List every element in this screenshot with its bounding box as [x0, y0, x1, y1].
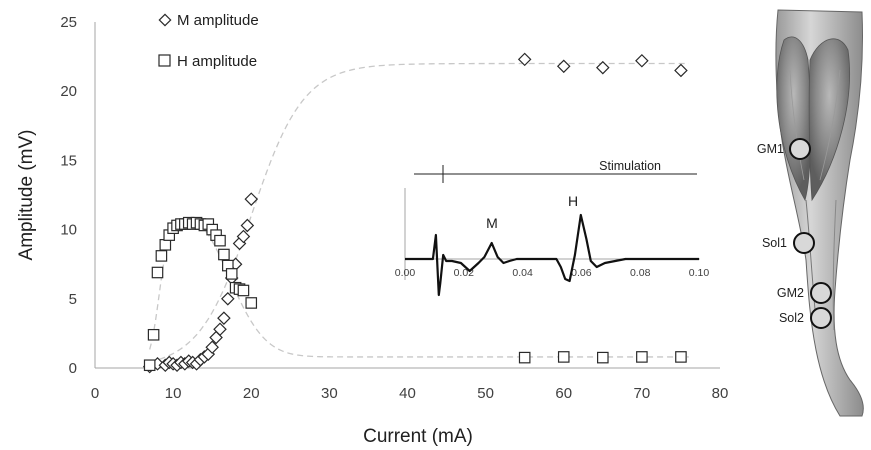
x-tick-label: 20 — [243, 385, 260, 402]
x-axis-title: Current (mA) — [363, 426, 473, 447]
amplitude-chart: 0 10 20 30 40 50 60 70 80 0 5 10 15 20 25 Current (mA… — [16, 12, 728, 447]
h-amplitude-point — [675, 351, 687, 363]
x-tick-labels: 0 10 20 30 40 50 60 70 80 — [91, 385, 729, 402]
x-tick-label: 10 — [165, 385, 182, 402]
electrode-sol1 — [793, 232, 815, 254]
electrode-sites: GM1 Sol1 GM2 Sol2 — [757, 138, 832, 329]
m-amplitude-point — [240, 218, 255, 233]
h-amplitude-point — [237, 284, 250, 297]
h-amplitude-point — [151, 266, 164, 279]
x-tick-label: 60 — [555, 385, 572, 402]
m-amplitude-point — [205, 340, 219, 355]
m-amplitude-point — [244, 192, 259, 206]
inset-label-h: H — [568, 193, 578, 209]
m-amplitude-point — [213, 322, 227, 337]
h-amplitude-point — [155, 250, 168, 262]
inset-tick-label: 0.10 — [689, 267, 710, 279]
x-tick-label: 80 — [712, 385, 729, 402]
m-amplitude-point — [556, 59, 571, 74]
trend-line-m — [149, 62, 689, 363]
y-tick-label: 10 — [60, 222, 77, 239]
y-tick-labels: 0 5 10 15 20 25 — [60, 14, 77, 377]
main-axes — [94, 22, 720, 369]
legend-m-amplitude: M amplitude — [177, 12, 259, 29]
h-amplitude-point — [597, 351, 609, 364]
x-tick-label: 70 — [634, 385, 651, 402]
h-amplitude-point — [518, 351, 531, 364]
m-amplitude-point — [236, 229, 251, 244]
site-label-gm2: GM2 — [777, 286, 804, 300]
x-tick-label: 30 — [321, 385, 338, 402]
h-amplitude-point — [636, 351, 648, 363]
electrode-sol2 — [810, 307, 832, 329]
emg-trace-line — [405, 213, 699, 297]
y-tick-label: 5 — [69, 291, 77, 308]
calf-muscle-illustration — [775, 9, 864, 417]
y-tick-label: 20 — [60, 83, 77, 100]
inset-tick-label: 0.06 — [571, 267, 592, 279]
m-amplitude-point — [221, 292, 235, 306]
legend-h-amplitude: H amplitude — [177, 53, 257, 70]
electrode-gm1 — [789, 138, 811, 160]
m-amplitude-point — [517, 52, 532, 67]
y-tick-label: 0 — [69, 360, 77, 377]
inset-tick-label: 0.04 — [512, 267, 533, 279]
site-label-gm1: GM1 — [757, 142, 784, 156]
inset-tick-labels: 0.00 0.02 0.04 0.06 0.08 0.10 — [395, 267, 710, 279]
m-amplitude-point — [674, 63, 688, 78]
data-markers — [142, 52, 688, 374]
x-tick-label: 0 — [91, 385, 99, 402]
stimulation-label: Stimulation — [599, 159, 661, 173]
h-amplitude-point — [557, 351, 570, 363]
y-tick-label: 25 — [60, 14, 77, 31]
h-amplitude-point — [225, 268, 238, 280]
h-amplitude-point — [159, 239, 172, 251]
m-amplitude-point — [635, 53, 649, 68]
x-tick-label: 40 — [399, 385, 416, 402]
inset-label-m: M — [486, 215, 498, 231]
m-amplitude-point — [217, 311, 231, 325]
site-label-sol2: Sol2 — [779, 311, 804, 325]
inset-tick-label: 0.00 — [395, 267, 416, 279]
h-amplitude-point — [218, 248, 230, 261]
h-amplitude-point — [245, 297, 258, 309]
m-amplitude-point — [596, 60, 610, 75]
inset-trace-chart: Stimulation 0.00 0.02 0.04 0.06 0.08 0.10 M H — [395, 159, 710, 297]
legend-diamond-icon — [158, 13, 172, 27]
site-label-sol1: Sol1 — [762, 236, 787, 250]
legend-square-icon — [158, 54, 171, 67]
inset-tick-label: 0.08 — [630, 267, 651, 279]
h-amplitude-point — [214, 234, 226, 247]
y-axis-title: Amplitude (mV) — [16, 130, 37, 261]
x-tick-label: 50 — [477, 385, 494, 402]
y-tick-label: 15 — [60, 152, 77, 169]
h-amplitude-point — [147, 328, 160, 341]
legend: M amplitude H amplitude — [158, 12, 259, 70]
electrode-gm2 — [810, 282, 832, 304]
h-amplitude-point — [143, 359, 156, 372]
trend-lines — [149, 62, 689, 363]
